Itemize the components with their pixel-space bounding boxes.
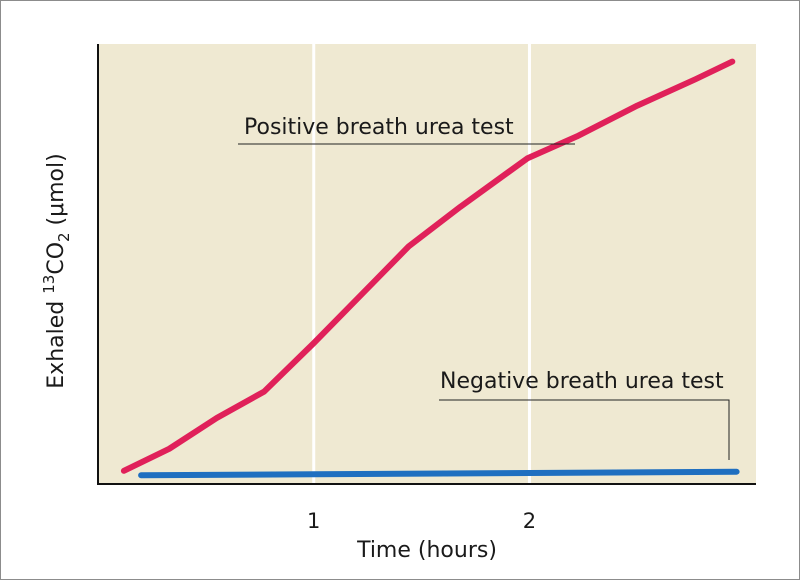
series-label-negative: Negative breath urea test (440, 369, 724, 394)
series-label-positive: Positive breath urea test (244, 115, 514, 140)
series-layer (120, 58, 740, 479)
x-tick-label-1: 1 (307, 509, 320, 533)
negative-test-line (138, 468, 740, 479)
grid-lines (312, 44, 531, 483)
y-axis-title-prefix: Exhaled (44, 294, 69, 389)
positive-test-line (120, 58, 736, 474)
plot-background (98, 44, 756, 484)
x-axis-title: Time (hours) (356, 538, 497, 563)
y-axis-title: Exhaled 13CO2 (μmol) (40, 153, 73, 388)
annotation-leaders (238, 143, 730, 460)
y-axis-title-suffix: (μmol) (44, 153, 69, 232)
y-axis-title-superscript: 13 (40, 275, 58, 294)
leader-line-negative (439, 399, 730, 460)
x-tick-label-2: 2 (523, 509, 536, 533)
y-axis-title-molecule: CO (44, 242, 69, 275)
y-axis-title-subscript: 2 (55, 232, 73, 242)
